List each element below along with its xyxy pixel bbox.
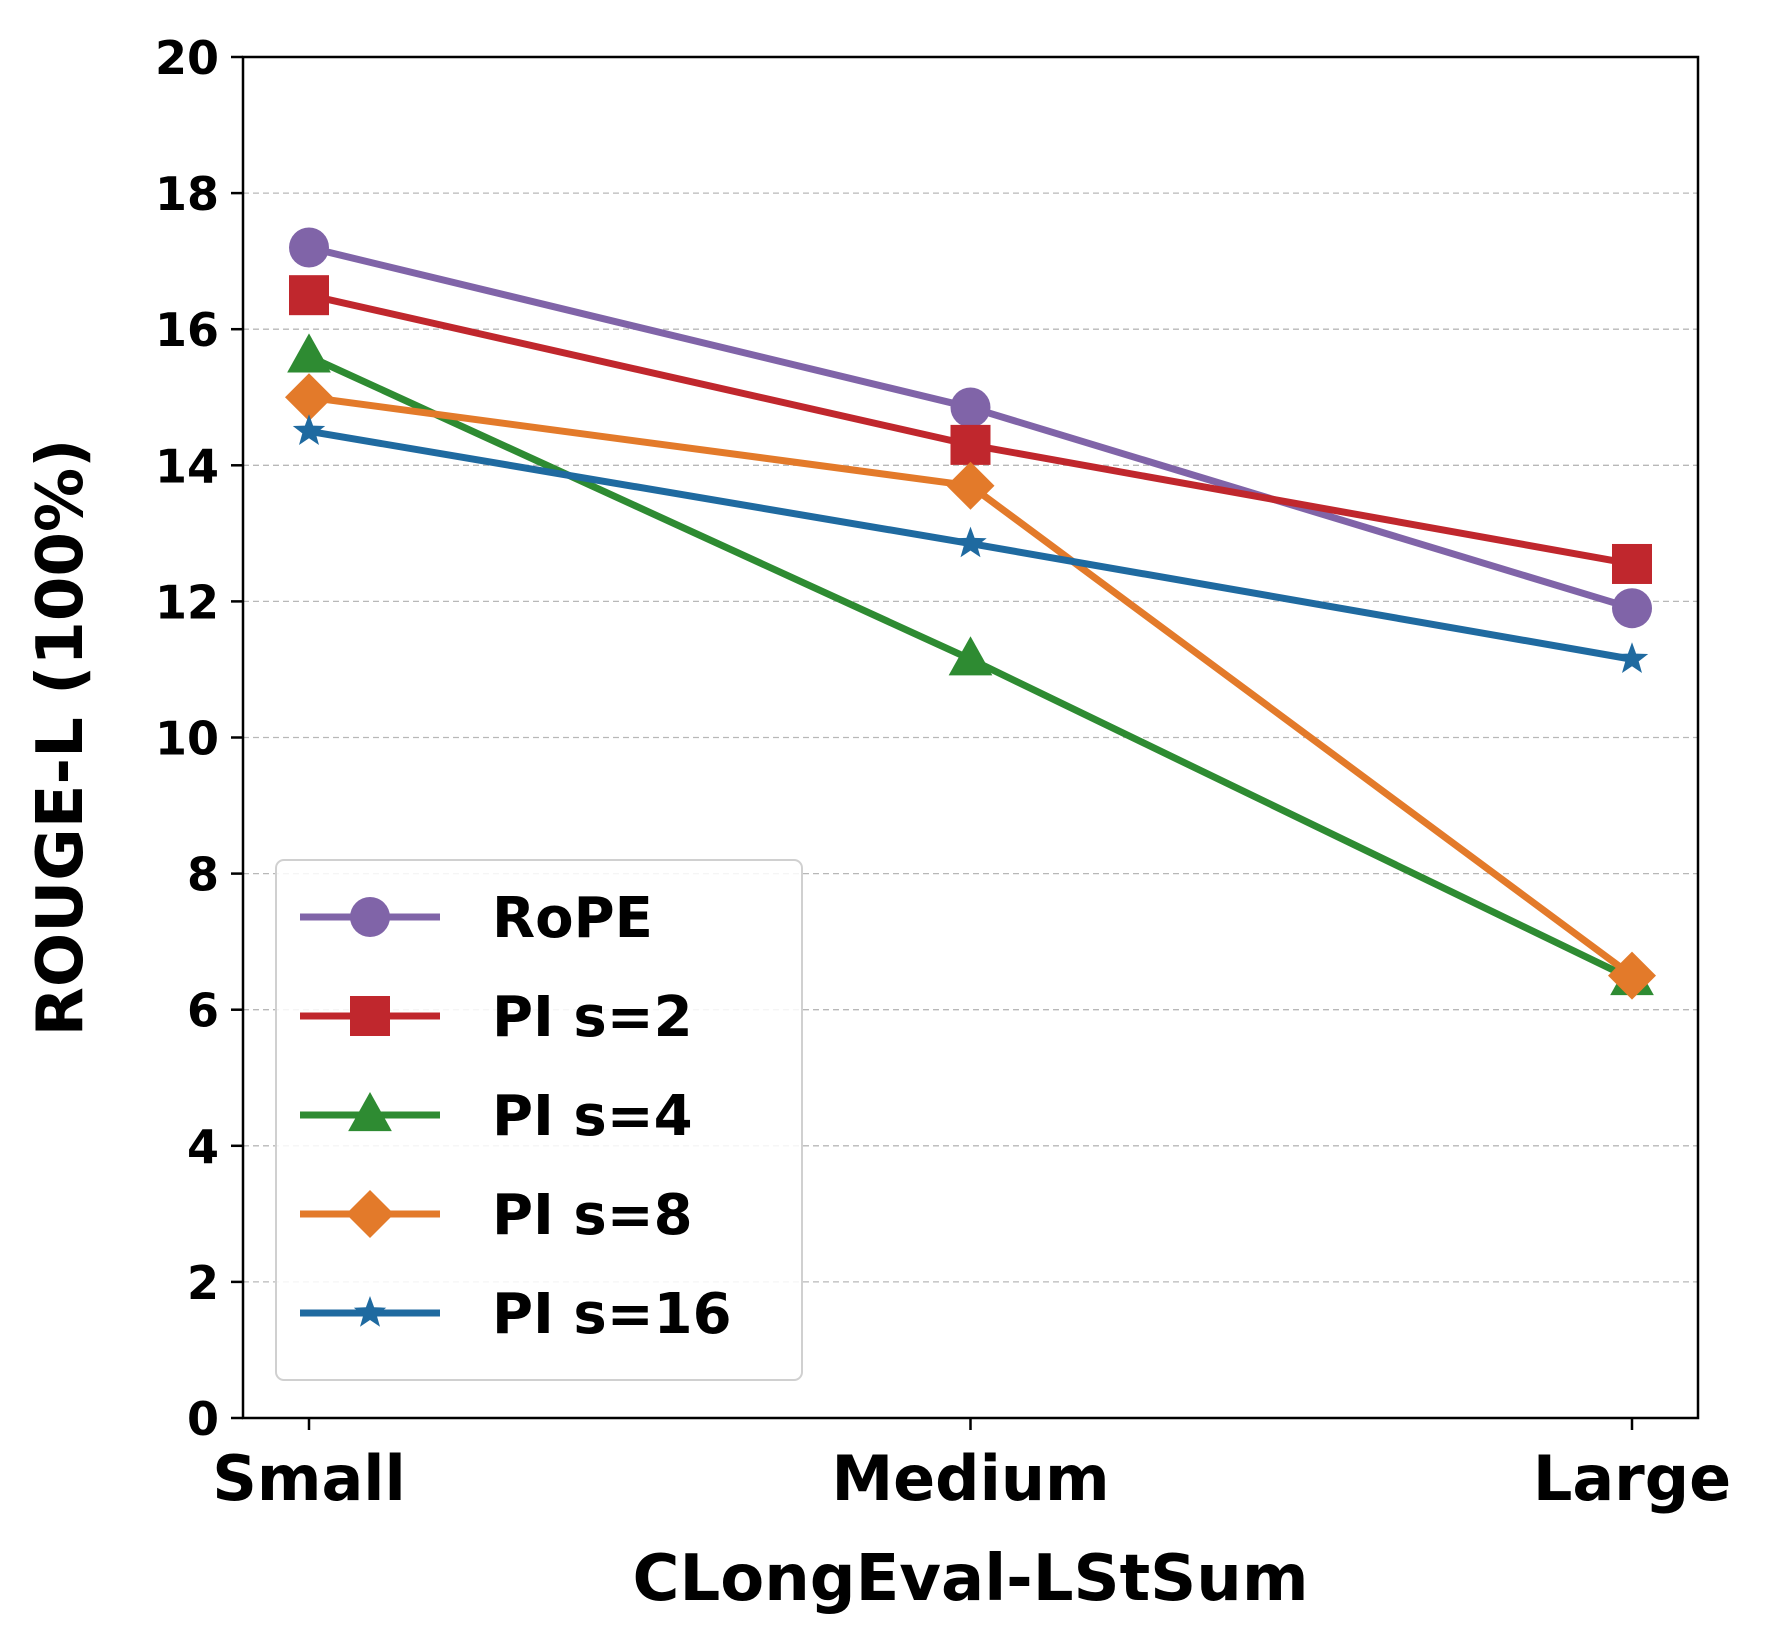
legend-item-pi-s-4: PI s=4 [300, 1084, 693, 1149]
series-pi-s-2 [289, 275, 1652, 584]
legend-label: RoPE [492, 886, 653, 951]
data-point-pi-s-4 [287, 333, 331, 373]
legend-box [275, 859, 803, 1381]
y-axis-title: ROUGE-L (100%) [24, 439, 98, 1037]
plot-frame [241, 55, 1700, 1420]
data-point-pi-s-8 [285, 373, 333, 422]
y-tick-label: 14 [155, 439, 219, 493]
legend: RoPE PI s=2 PI s=4 PI s=8 PI s=16 [275, 859, 803, 1381]
y-axis: 0 2 4 6 8 10 12 14 16 18 20 [155, 31, 243, 1446]
x-tick-label: Large [1533, 1442, 1731, 1515]
y-tick-label: 6 [187, 984, 219, 1038]
data-point-pi-s-2 [950, 424, 991, 465]
legend-label: PI s=8 [492, 1183, 693, 1248]
data-point-rope [289, 227, 329, 268]
data-point-rope [1612, 588, 1652, 629]
y-tick-label: 16 [155, 303, 219, 357]
series-pi-s-16 [292, 414, 1649, 673]
data-point-pi-s-4 [948, 636, 993, 676]
legend-label: PI s=2 [492, 985, 693, 1050]
x-axis: Small Medium Large [212, 1418, 1731, 1515]
y-tick-label: 12 [155, 575, 219, 629]
series-rope [289, 227, 1652, 629]
data-point-pi-s-8 [1608, 951, 1656, 1000]
data-point-rope [950, 387, 991, 428]
data-point-pi-s-16 [954, 526, 987, 558]
y-tick-label: 4 [187, 1120, 219, 1174]
x-axis-title: CLongEval-LStSum [632, 1542, 1308, 1616]
legend-label: PI s=16 [492, 1282, 732, 1347]
data-point-pi-s-8 [946, 461, 995, 510]
y-tick-label: 0 [187, 1392, 219, 1446]
legend-item-pi-s-2: PI s=2 [300, 985, 693, 1050]
x-tick-label: Small [212, 1442, 406, 1515]
y-tick-label: 18 [155, 167, 219, 221]
legend-swatch-marker [348, 1092, 392, 1132]
legend-swatch-marker [350, 897, 390, 937]
series-pi-s-8 [285, 373, 1656, 1000]
legend-item-pi-s-8: PI s=8 [300, 1183, 693, 1248]
series-layer [285, 227, 1656, 1000]
y-tick-label: 10 [155, 712, 219, 766]
legend-swatch-marker [350, 996, 390, 1036]
data-point-pi-s-2 [289, 275, 329, 316]
y-tick-label: 20 [155, 31, 219, 85]
y-tick-label: 2 [187, 1256, 219, 1310]
legend-label: PI s=4 [492, 1084, 693, 1149]
legend-swatch-marker [353, 1296, 387, 1327]
data-point-pi-s-16 [292, 414, 326, 445]
legend-swatch-marker [346, 1190, 394, 1238]
data-point-pi-s-2 [1612, 543, 1652, 584]
y-tick-label: 8 [187, 848, 219, 902]
data-point-pi-s-16 [1615, 642, 1649, 673]
legend-item-pi-s-16: PI s=16 [300, 1282, 732, 1347]
x-tick-label: Medium [831, 1442, 1109, 1515]
legend-item-rope: RoPE [300, 886, 653, 951]
